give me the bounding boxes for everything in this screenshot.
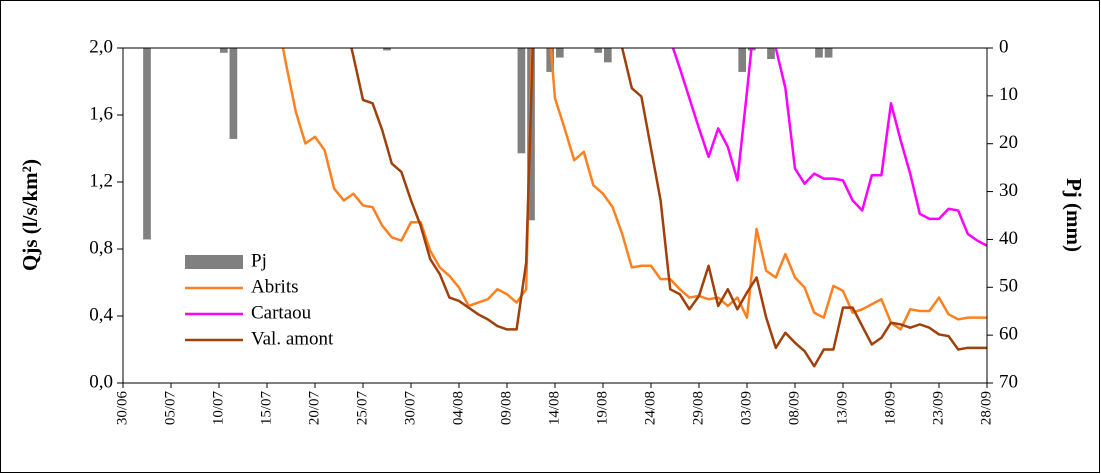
y-tick-label: 1,2 bbox=[89, 170, 113, 191]
y2-tick-label: 10 bbox=[999, 84, 1018, 105]
x-tick-label: 14/08 bbox=[546, 391, 562, 425]
x-tick-label: 19/08 bbox=[594, 391, 610, 425]
plot-area bbox=[143, 48, 987, 368]
x-tick-label: 30/06 bbox=[114, 391, 130, 426]
y2-tick-label: 0 bbox=[999, 36, 1009, 57]
y-axis-title: Qjs (l/s/km²) bbox=[18, 159, 42, 271]
bar bbox=[383, 48, 391, 51]
legend-swatch bbox=[185, 255, 243, 269]
y2-tick-label: 50 bbox=[999, 276, 1018, 297]
x-tick-label: 18/09 bbox=[882, 391, 898, 425]
legend-label: Abrits bbox=[251, 276, 299, 297]
legend-label: Cartaou bbox=[251, 302, 312, 323]
bar bbox=[594, 48, 603, 53]
y2-tick-label: 70 bbox=[999, 371, 1018, 392]
bar bbox=[738, 48, 747, 72]
y2-tick-label: 20 bbox=[999, 132, 1018, 153]
x-tick-label: 15/07 bbox=[258, 391, 274, 426]
y-tick-label: 0,4 bbox=[89, 304, 113, 325]
x-tick-label: 28/09 bbox=[978, 391, 994, 425]
plot-frame bbox=[122, 47, 988, 384]
bar bbox=[555, 48, 564, 58]
bar bbox=[815, 48, 823, 58]
legend-label: Val. amont bbox=[251, 328, 334, 349]
y2-tick-label: 60 bbox=[999, 324, 1018, 345]
x-tick-label: 23/09 bbox=[930, 391, 946, 425]
y-tick-label: 0,0 bbox=[89, 371, 113, 392]
x-tick-label: 20/07 bbox=[306, 391, 322, 426]
bar bbox=[143, 48, 151, 240]
y-tick-label: 1,6 bbox=[89, 103, 113, 124]
x-tick-label: 25/07 bbox=[354, 391, 370, 426]
x-tick-label: 24/08 bbox=[642, 391, 658, 425]
line-series bbox=[281, 48, 987, 331]
line-series bbox=[671, 48, 987, 247]
x-tick-label: 10/07 bbox=[210, 391, 226, 426]
x-tick-label: 05/07 bbox=[162, 391, 178, 426]
legend-label: Pj bbox=[251, 250, 267, 271]
line-series bbox=[350, 48, 987, 368]
bar bbox=[767, 48, 775, 60]
y2-axis-title: Pj (mm) bbox=[1062, 178, 1086, 252]
x-tick-label: 08/09 bbox=[786, 391, 802, 425]
bar bbox=[219, 48, 228, 53]
x-tick-label: 03/09 bbox=[738, 391, 754, 425]
y-tick-label: 2,0 bbox=[89, 36, 113, 57]
bar bbox=[603, 48, 612, 63]
bar bbox=[517, 48, 526, 154]
x-tick-label: 30/07 bbox=[402, 391, 418, 426]
x-tick-label: 29/08 bbox=[690, 391, 706, 425]
bar bbox=[546, 48, 555, 72]
y2-tick-label: 30 bbox=[999, 180, 1018, 201]
x-tick-label: 04/08 bbox=[450, 391, 466, 425]
bar bbox=[824, 48, 833, 58]
y2-tick-label: 40 bbox=[999, 228, 1018, 249]
x-tick-label: 09/08 bbox=[498, 391, 514, 425]
bar bbox=[229, 48, 238, 139]
y-tick-label: 0,8 bbox=[89, 237, 113, 258]
x-tick-label: 13/09 bbox=[834, 391, 850, 425]
